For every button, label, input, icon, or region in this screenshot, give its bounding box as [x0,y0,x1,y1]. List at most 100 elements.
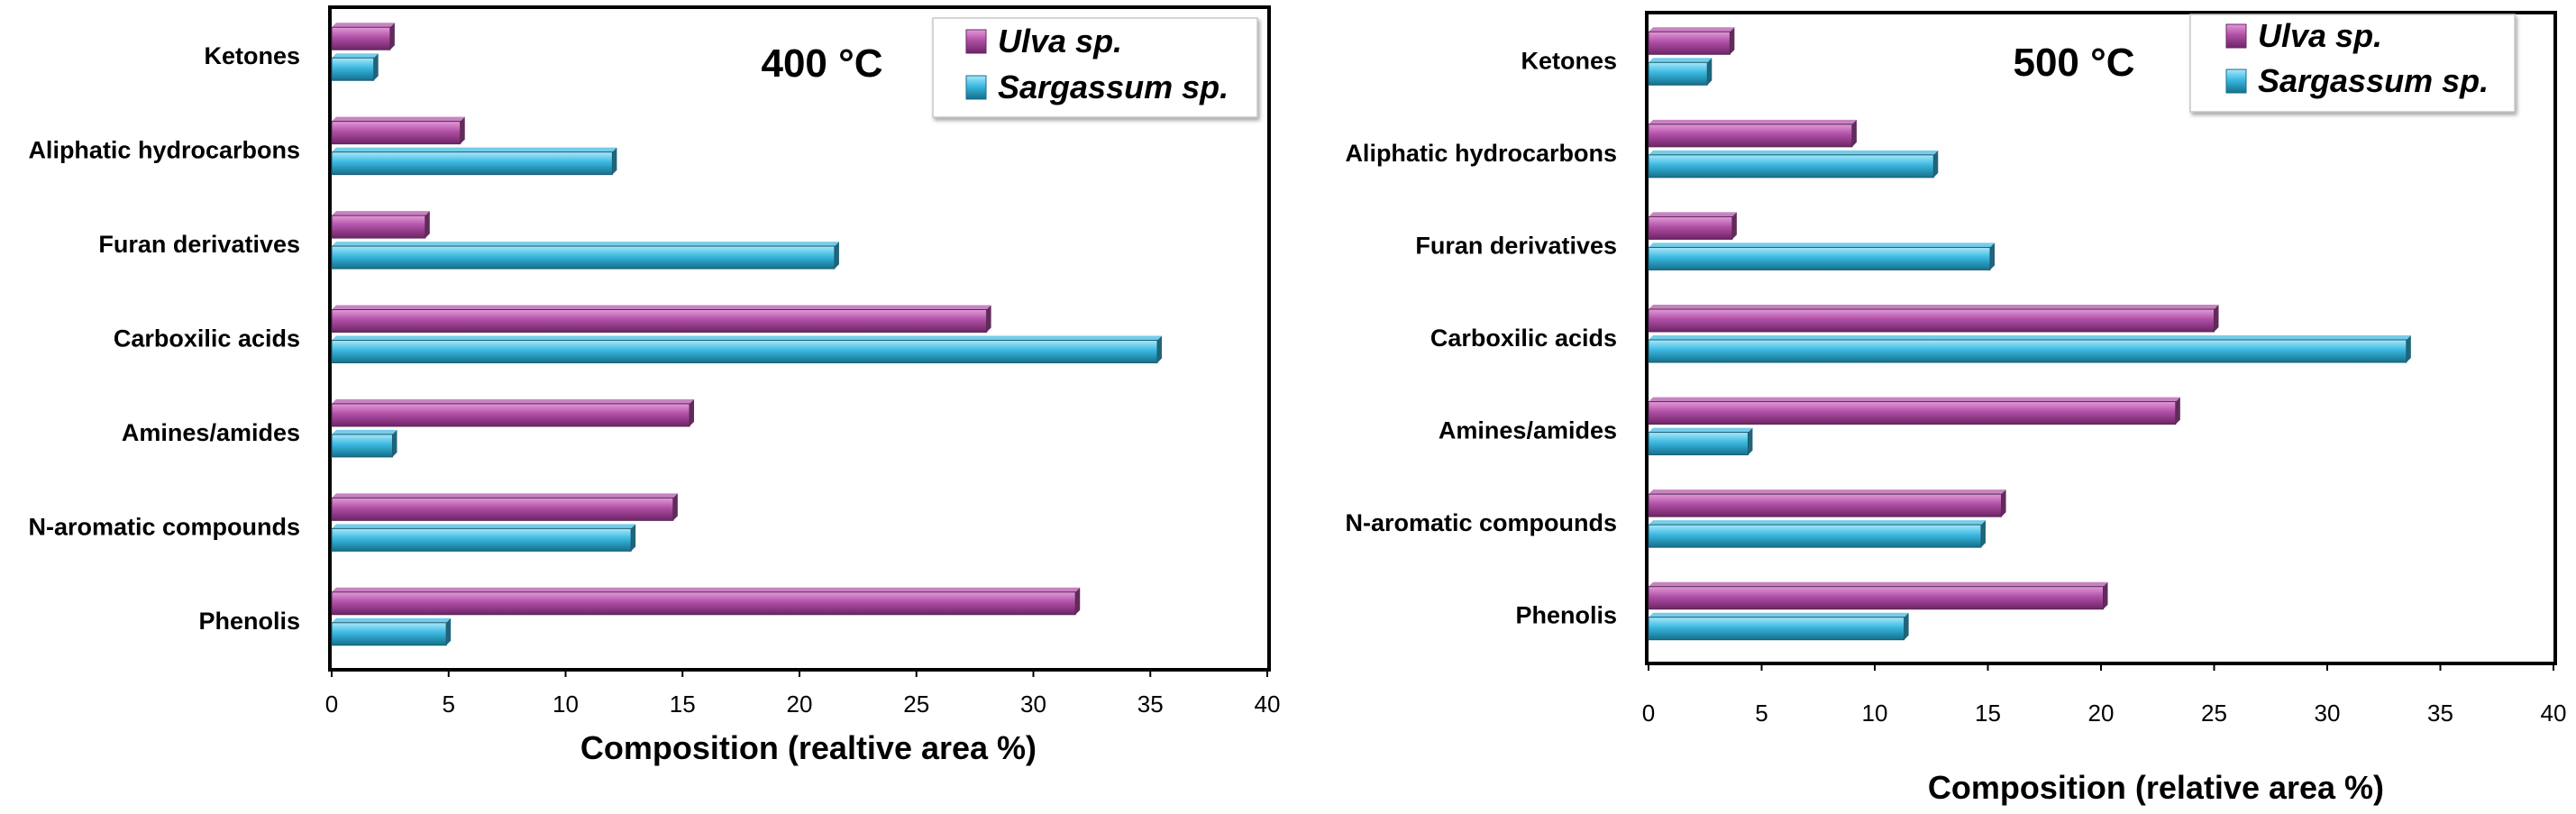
bar-top [332,305,991,310]
bar-top [1649,427,1753,433]
x-tick-label: 15 [1975,700,2001,727]
x-tick-label: 20 [787,691,813,718]
legend-swatch-sargassum [965,75,987,100]
category-label: Ketones [204,42,300,69]
bar-side [834,242,839,270]
bar-top [332,211,430,216]
bar-face [331,151,613,176]
category-label: Aliphatic hydrocarbons [1345,140,1617,167]
bar [1648,427,1753,456]
bar-top [332,23,395,28]
legend-swatch-sargassum [2225,69,2247,94]
bar-face [331,309,988,333]
category-label: Phenolis [198,608,300,635]
bar-face [1648,493,2003,517]
bars-layer [331,23,1163,646]
legend-swatch-ulva [965,29,987,54]
bar-side [1730,27,1735,55]
bar-face [1648,308,2215,333]
bar-face [1648,246,1991,270]
bar-face [331,121,461,145]
x-tick-label: 0 [1642,700,1655,727]
legend-label-ulva: Ulva sp. [998,23,1122,59]
bar-top [332,493,678,498]
x-tick-label: 25 [2201,700,2227,727]
bar-top [332,53,379,59]
bar-face [331,340,1158,363]
bar-face [1648,524,1982,548]
bar-side [2406,335,2411,362]
bar-face [1648,617,1905,641]
category-label: Aliphatic hydrocarbons [28,137,300,164]
bar [1648,397,2180,425]
bar-side [2001,489,2006,517]
bar-face [1648,339,2407,363]
category-label: Ketones [1521,47,1617,74]
bar-face [331,527,632,552]
chart-panel-400: 0 5 10 15 20 25 30 35 40 Ketones Aliphatic hydroc… [28,5,1281,766]
x-tick-label: 40 [1255,691,1281,718]
categories-layer: Ketones Aliphatic hydrocarbons Furan deriv… [1345,47,1617,628]
x-tick-label: 15 [670,691,696,718]
bar-side [1904,612,1909,640]
bar [331,429,397,458]
legend-swatch-ulva [2225,23,2247,49]
category-label: Amines/amides [122,419,300,446]
legend-label-ulva: Ulva sp. [2258,17,2382,54]
bars-layer [1648,27,2411,641]
bar-side [2175,397,2180,425]
bar-side [460,116,465,144]
bar [1648,305,2219,333]
bar-top [1649,397,2180,402]
bar-face [1648,401,2177,425]
bar-side [373,53,379,81]
bar-face [1648,586,2105,610]
bar-face [1648,61,1708,86]
x-axis-label: Composition (relative area %) [1928,769,2384,806]
legend: Ulva sp. Sargassum sp. [932,17,1258,118]
bar [331,335,1163,363]
bar-top [1649,335,2411,340]
legend-label-sargassum: Sargassum sp. [998,69,1229,105]
bar-top [1649,242,1996,248]
bar [1648,212,1737,240]
bar-side [1157,335,1163,363]
bar [331,524,636,552]
bar [331,23,395,50]
bar-side [2214,305,2219,332]
bar [1648,581,2108,610]
legend: Ulva sp. Sargassum sp. [2189,14,2516,113]
bar-side [446,617,452,645]
bar-top [1649,489,2006,495]
bar-side [631,524,636,552]
bar-side [1748,427,1753,455]
x-tick-label: 5 [443,691,455,718]
bar [331,587,1081,616]
bar [1648,27,1735,55]
bar [331,116,465,145]
bar-top [1649,150,1939,155]
bar-face [1648,432,1749,456]
bar [331,305,991,333]
x-tick-label: 10 [553,691,579,718]
bar-top [1649,520,1986,526]
bar-top [332,429,397,434]
bar-face [331,434,393,458]
bar-side [389,23,395,50]
bar-side [1851,119,1857,147]
bar-top [332,335,1163,341]
category-label: Furan derivatives [1415,232,1617,259]
x-tick-label: 5 [1755,700,1768,727]
bar-top [1649,612,1909,617]
bar-top [332,242,839,247]
category-label: Furan derivatives [98,231,300,258]
bar-top [1649,305,2219,309]
bar [331,493,678,521]
x-tick-label: 35 [2427,700,2453,727]
category-label: N-aromatic compounds [1345,509,1617,536]
legend-label-sargassum: Sargassum sp. [2258,62,2489,99]
bar-face [331,403,690,427]
bar-side [1731,212,1737,240]
bar-top [332,147,617,152]
